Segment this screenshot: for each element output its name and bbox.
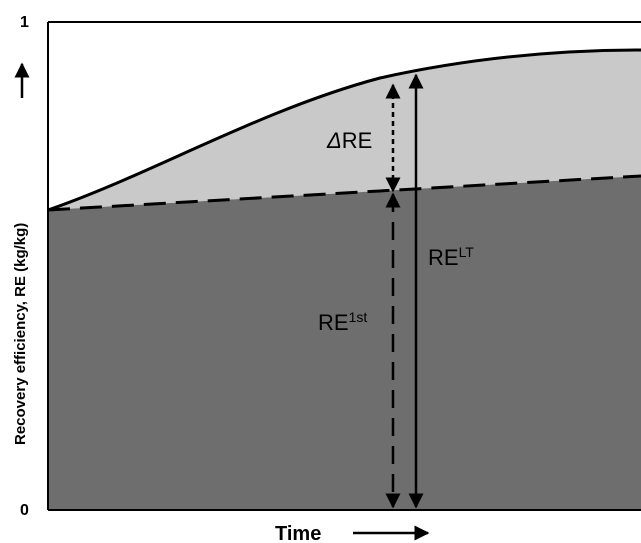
delta-re-region — [48, 50, 641, 210]
y-tick-bottom: 0 — [20, 502, 29, 519]
first-year-dashed-line — [47, 174, 641, 212]
re-first-label: RE1st — [318, 309, 367, 335]
y-tick-top: 1 — [20, 14, 29, 31]
x-axis-label: Time — [275, 523, 321, 543]
re-first-sup: 1st — [349, 309, 368, 325]
delta-symbol: Δ — [326, 128, 342, 153]
delta-re-label: ΔRE — [326, 128, 372, 153]
re-longterm-label: RELT — [428, 244, 474, 270]
re-longterm-base: RE — [428, 245, 459, 270]
long-term-curve — [47, 48, 641, 212]
y-axis-label: Recovery efficiency, RE (kg/kg) — [12, 223, 29, 445]
first-year-region — [48, 176, 641, 510]
re-longterm-sup: LT — [459, 244, 475, 260]
delta-re-text: RE — [342, 128, 373, 153]
re-first-base: RE — [318, 310, 349, 335]
